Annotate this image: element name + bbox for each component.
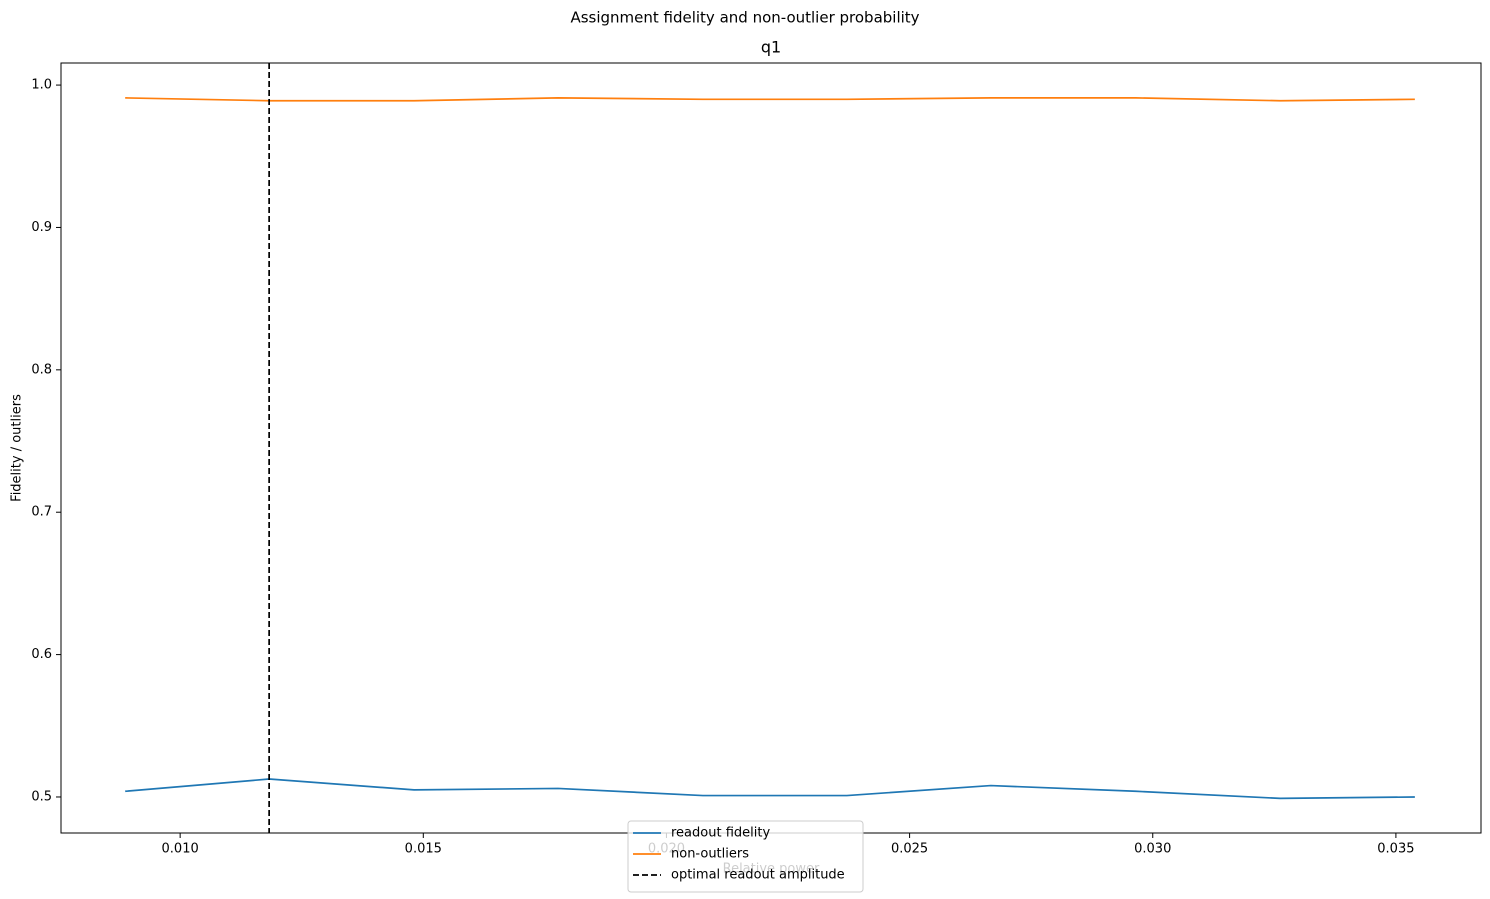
y-tick-label: 0.5 (31, 789, 52, 804)
series-line (125, 97, 1415, 102)
legend: readout fidelity non-outliers optimal read… (627, 820, 864, 893)
legend-frame (627, 820, 864, 893)
x-tick-label: 0.025 (891, 842, 928, 857)
legend-label: non-outliers (671, 847, 749, 862)
x-tick-label: 0.010 (162, 842, 199, 857)
legend-label: readout fidelity (671, 826, 770, 841)
chart-title: q1 (761, 38, 781, 57)
series-line (125, 778, 1415, 800)
x-tick-label: 0.015 (405, 842, 442, 857)
y-tick-label: 1.0 (31, 78, 52, 93)
x-tick-label: 0.035 (1377, 842, 1414, 857)
y-tick-label: 0.9 (31, 220, 52, 235)
suptitle: Assignment fidelity and non-outlier prob… (570, 9, 919, 27)
y-tick-label: 0.6 (31, 647, 52, 662)
legend-label: optimal readout amplitude (671, 868, 845, 883)
y-axis-label: Fidelity / outliers (10, 394, 25, 502)
x-tick-label: 0.030 (1134, 842, 1171, 857)
y-tick-label: 0.7 (31, 505, 52, 520)
y-tick-label: 0.8 (31, 362, 52, 377)
